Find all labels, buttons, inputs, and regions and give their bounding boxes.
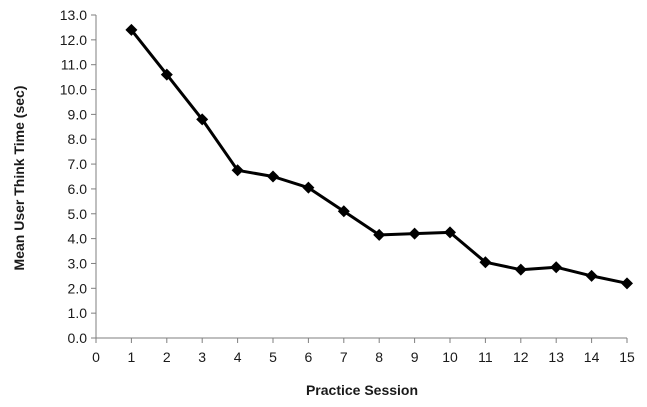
x-tick-label: 10 [442, 349, 458, 365]
x-tick-label: 0 [92, 349, 100, 365]
data-point-marker [514, 263, 527, 276]
y-tick-label: 12.0 [60, 32, 87, 48]
y-tick-label: 9.0 [68, 106, 88, 122]
data-point-marker [550, 261, 563, 274]
data-point-marker [231, 164, 244, 177]
data-point-marker [160, 68, 173, 81]
data-point-marker [621, 277, 633, 290]
data-point-marker [337, 205, 350, 218]
x-tick-label: 13 [548, 349, 564, 365]
x-tick-label: 4 [234, 349, 242, 365]
y-tick-label: 5.0 [68, 206, 88, 222]
axes [91, 14, 628, 343]
y-tick-label: 7.0 [68, 156, 88, 172]
data-point-marker [196, 113, 209, 126]
x-axis-title: Practice Session [306, 382, 418, 398]
x-tick-label: 2 [163, 349, 171, 365]
y-tick-label: 2.0 [68, 280, 88, 296]
x-tick-label: 6 [305, 349, 313, 365]
x-tick-label: 14 [584, 349, 600, 365]
y-tick-label: 3.0 [68, 255, 88, 271]
data-point-marker [479, 256, 492, 269]
y-tick-label: 10.0 [60, 82, 87, 98]
x-tick-label: 1 [128, 349, 136, 365]
data-point-marker [373, 228, 386, 241]
y-tick-label: 1.0 [68, 305, 88, 321]
series-polyline [130, 28, 628, 285]
x-tick-label: 7 [340, 349, 348, 365]
x-tick-label: 8 [375, 349, 383, 365]
x-tick-label: 5 [269, 349, 277, 365]
data-point-marker [302, 181, 315, 194]
data-point-marker [125, 23, 138, 36]
x-tick-label: 3 [198, 349, 206, 365]
y-tick-label: 8.0 [68, 131, 88, 147]
data-point-marker [267, 170, 279, 183]
y-tick-label: 6.0 [68, 181, 88, 197]
x-tick-label: 11 [478, 349, 493, 365]
data-point-marker [408, 227, 421, 240]
y-axis-title: Mean User Think Time (sec) [11, 86, 27, 271]
y-tick-label: 13.0 [60, 7, 87, 23]
data-point-marker [585, 269, 598, 282]
y-tick-label: 4.0 [68, 231, 88, 247]
x-tick-label: 15 [619, 349, 635, 365]
data-point-marker [444, 226, 456, 239]
y-tick-label: 11.0 [61, 57, 87, 73]
x-tick-label: 9 [411, 349, 419, 365]
tick-labels: 0.01.02.03.04.05.06.07.08.09.010.011.012… [60, 7, 635, 365]
x-tick-label: 12 [513, 349, 529, 365]
series-line [130, 28, 628, 285]
y-tick-label: 0.0 [68, 330, 88, 346]
data-markers [125, 23, 633, 290]
